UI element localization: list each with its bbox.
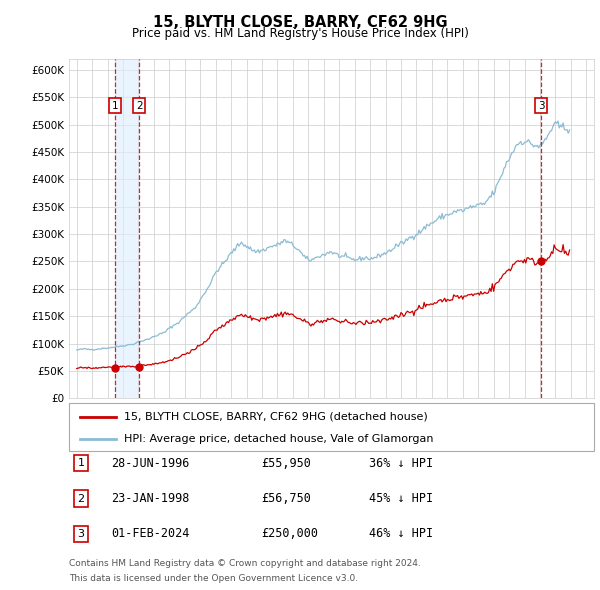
Text: 15, BLYTH CLOSE, BARRY, CF62 9HG: 15, BLYTH CLOSE, BARRY, CF62 9HG	[152, 15, 448, 30]
Text: 01-FEB-2024: 01-FEB-2024	[111, 527, 190, 540]
Text: 3: 3	[77, 529, 85, 539]
Text: £250,000: £250,000	[261, 527, 318, 540]
Text: 46% ↓ HPI: 46% ↓ HPI	[369, 527, 433, 540]
Text: £56,750: £56,750	[261, 492, 311, 505]
Text: 3: 3	[538, 100, 545, 110]
Text: £55,950: £55,950	[261, 457, 311, 470]
FancyBboxPatch shape	[69, 403, 594, 451]
Text: 2: 2	[136, 100, 143, 110]
Text: Contains HM Land Registry data © Crown copyright and database right 2024.: Contains HM Land Registry data © Crown c…	[69, 559, 421, 568]
Text: Price paid vs. HM Land Registry's House Price Index (HPI): Price paid vs. HM Land Registry's House …	[131, 27, 469, 40]
Text: HPI: Average price, detached house, Vale of Glamorgan: HPI: Average price, detached house, Vale…	[124, 434, 434, 444]
Text: 36% ↓ HPI: 36% ↓ HPI	[369, 457, 433, 470]
Text: 2: 2	[77, 494, 85, 503]
Text: 1: 1	[77, 458, 85, 468]
Text: 1: 1	[112, 100, 118, 110]
Text: 45% ↓ HPI: 45% ↓ HPI	[369, 492, 433, 505]
Text: 23-JAN-1998: 23-JAN-1998	[111, 492, 190, 505]
Text: 15, BLYTH CLOSE, BARRY, CF62 9HG (detached house): 15, BLYTH CLOSE, BARRY, CF62 9HG (detach…	[124, 411, 428, 421]
Bar	[115, 59, 139, 398]
Text: This data is licensed under the Open Government Licence v3.0.: This data is licensed under the Open Gov…	[69, 574, 358, 583]
Text: 28-JUN-1996: 28-JUN-1996	[111, 457, 190, 470]
